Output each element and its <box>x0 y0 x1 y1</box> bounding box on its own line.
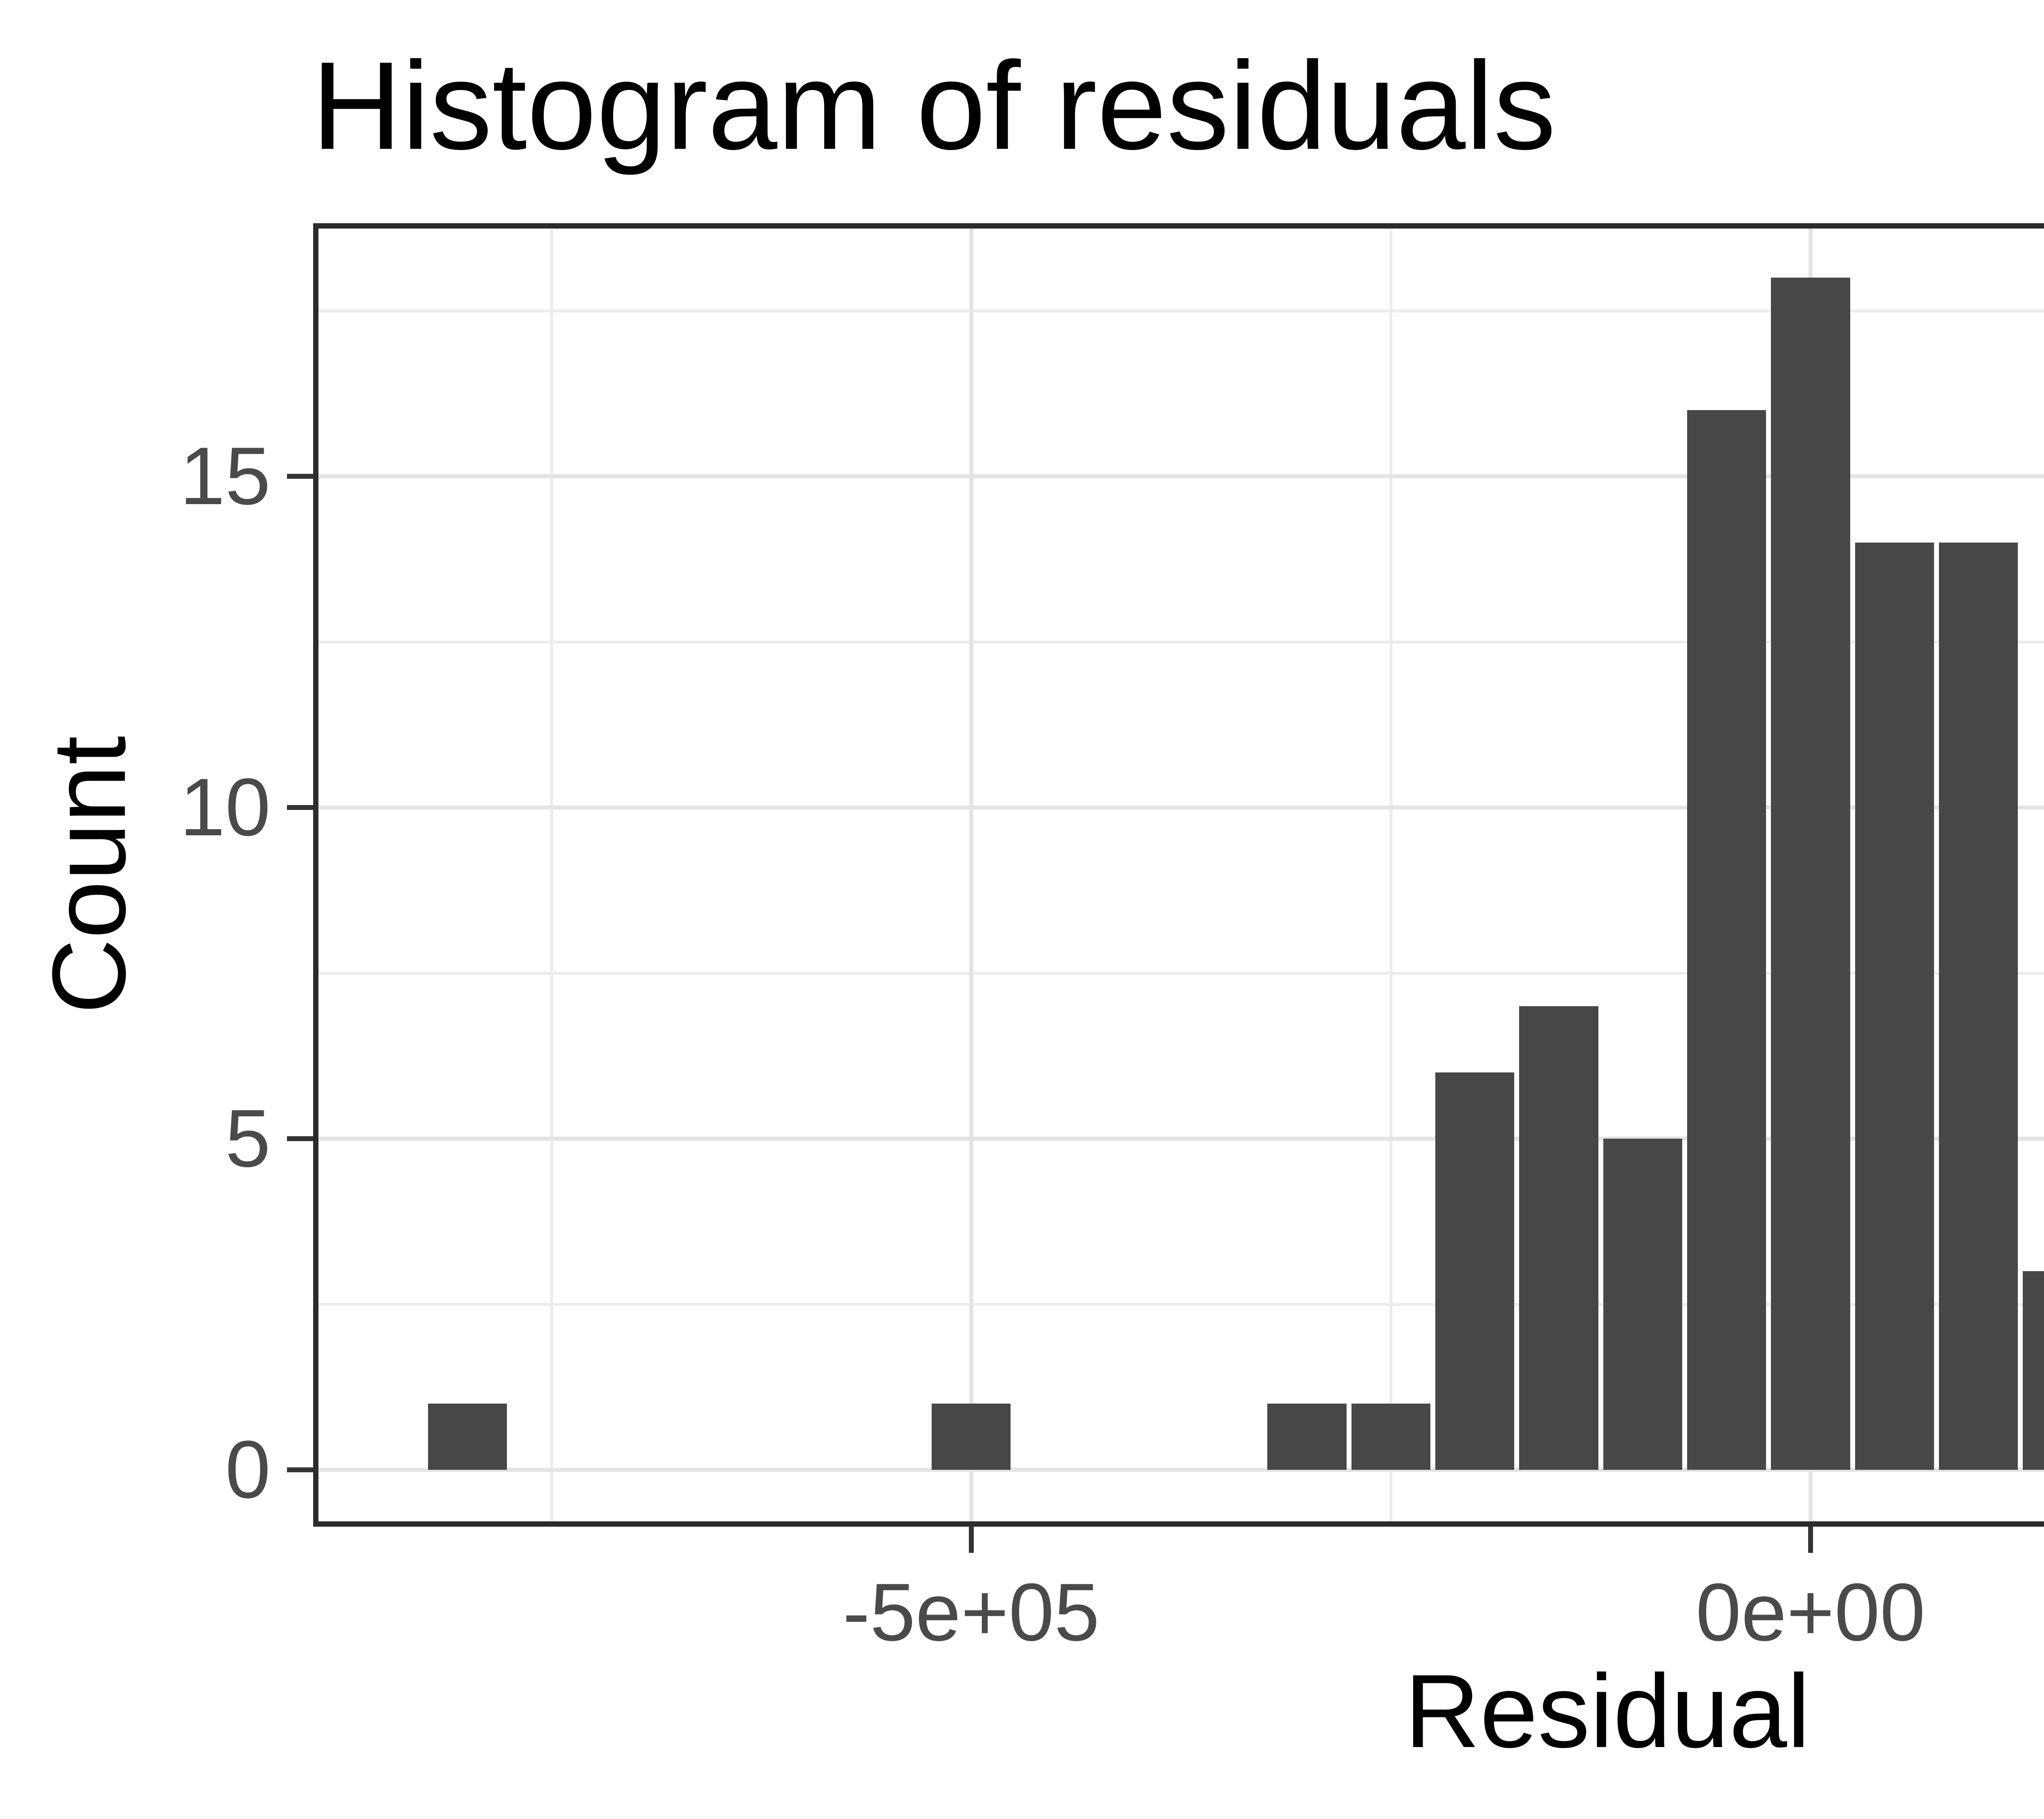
histogram-bar <box>1855 542 1934 1470</box>
y-tick-label: 15 <box>179 430 271 522</box>
histogram-bar <box>1519 1006 1598 1470</box>
gridline-minor-x <box>550 223 554 1527</box>
chart-title: Histogram of residuals <box>312 36 1556 175</box>
x-tick-mark <box>968 1527 974 1553</box>
histogram-bar <box>1687 410 1766 1470</box>
histogram-bar <box>1267 1403 1347 1470</box>
gridline-minor-y <box>313 640 2044 644</box>
histogram-bar <box>1939 542 2018 1470</box>
x-axis-title: Residual <box>1404 1653 1811 1770</box>
gridline-major-y <box>313 805 2044 810</box>
histogram-bar <box>1603 1138 1682 1470</box>
gridline-major-x <box>969 223 973 1527</box>
y-tick-mark <box>287 1136 313 1141</box>
gridline-major-y <box>313 1467 2044 1472</box>
gridline-major-y <box>313 474 2044 478</box>
histogram-bar <box>428 1403 507 1470</box>
gridline-minor-x <box>1390 223 1393 1527</box>
histogram-bar <box>932 1403 1011 1470</box>
x-tick-mark <box>1808 1527 1813 1553</box>
histogram-bar <box>2023 1271 2044 1470</box>
y-tick-label: 10 <box>179 761 271 853</box>
plot-panel <box>313 223 2044 1527</box>
y-tick-label: 5 <box>225 1092 271 1184</box>
histogram-bar <box>1771 277 1850 1470</box>
y-tick-label: 0 <box>225 1424 271 1515</box>
gridline-minor-y <box>313 971 2044 975</box>
gridline-minor-y <box>313 1303 2044 1306</box>
x-tick-label: -5e+05 <box>843 1567 1100 1658</box>
y-tick-mark <box>287 473 313 479</box>
gridline-major-y <box>313 1136 2044 1141</box>
gridline-minor-y <box>313 309 2044 312</box>
histogram-bar <box>1435 1072 1515 1470</box>
y-tick-mark <box>287 805 313 810</box>
histogram-bar <box>1351 1403 1430 1470</box>
x-tick-label: 0e+00 <box>1696 1567 1925 1658</box>
y-tick-mark <box>287 1467 313 1472</box>
